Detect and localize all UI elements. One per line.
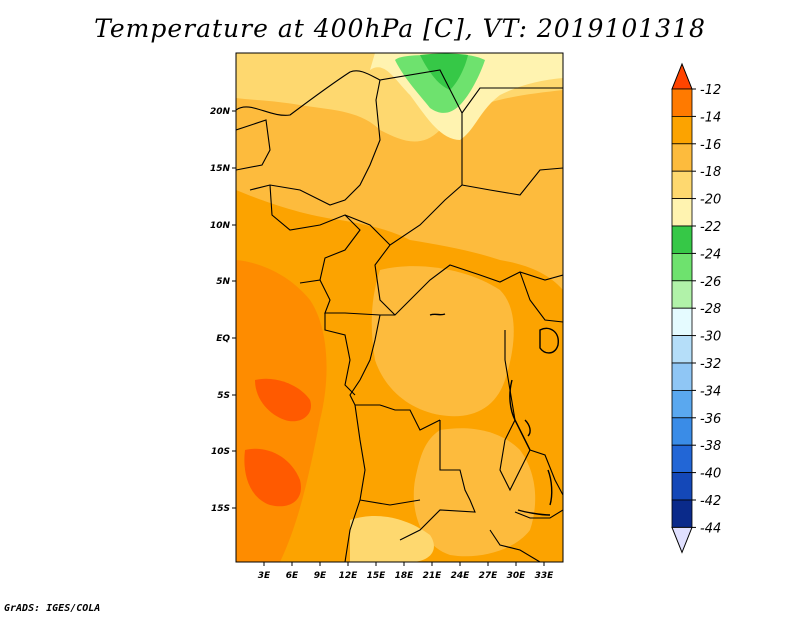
lon-label: 3E xyxy=(258,571,271,581)
border-zimbabwe xyxy=(489,529,541,562)
field-hot-patch-2 xyxy=(244,448,301,507)
map-frame xyxy=(235,52,564,563)
border-drc-east xyxy=(499,330,531,492)
colorbar-swatch xyxy=(671,225,693,254)
chart-title: Temperature at 400hPa [C], VT: 201910131… xyxy=(94,14,706,43)
colorbar-label: -22 xyxy=(700,220,721,235)
lon-label: 12E xyxy=(339,571,359,581)
lat-label: EQ xyxy=(216,334,230,344)
colorbar-label: -40 xyxy=(700,467,721,482)
border-south-sudan-uganda xyxy=(519,271,563,323)
border-west xyxy=(236,119,271,171)
border-egypt-libya xyxy=(461,87,563,114)
colorbar-top-triangle xyxy=(671,62,693,90)
longitude-axis: 3E 6E 9E 12E 15E 18E 21E 24E 27E 30E 33E xyxy=(258,562,554,581)
colorbar-swatch xyxy=(671,252,693,282)
lake-tumba xyxy=(429,313,446,316)
border-sudan xyxy=(461,167,563,196)
lon-label: 21E xyxy=(423,571,443,581)
colorbar-label: -36 xyxy=(700,412,721,427)
border-namibia xyxy=(359,499,421,506)
colorbar-label: -34 xyxy=(700,384,721,399)
lon-label: 24E xyxy=(451,571,471,581)
field-south-lighter xyxy=(413,428,536,557)
border-car xyxy=(319,264,563,316)
colorbar-label: -42 xyxy=(700,494,721,509)
colorbar-label: -16 xyxy=(700,138,721,153)
colorbar-label: -32 xyxy=(700,357,721,372)
field-green-dark xyxy=(420,53,468,90)
lake-victoria xyxy=(539,327,559,354)
border-angola-east xyxy=(399,420,476,541)
lon-label: 15E xyxy=(367,571,387,581)
colorbar-label: -28 xyxy=(700,302,721,317)
colorbar-label: -12 xyxy=(700,83,721,98)
lakes xyxy=(429,313,559,516)
colorbar-swatch xyxy=(671,198,693,227)
colorbar-swatch xyxy=(671,444,693,474)
border-tanzania xyxy=(529,449,563,496)
temperature-field xyxy=(236,53,563,562)
colorbar-swatch xyxy=(671,170,693,199)
colorbar-label: -20 xyxy=(700,193,721,208)
lake-mweru xyxy=(524,419,531,437)
colorbar-swatch xyxy=(671,116,693,145)
colorbar: -12 -14 -16 -18 -20 -22 -24 -26 -28 -30 -32 -34 -36 -… xyxy=(671,62,721,554)
lat-label: 5N xyxy=(216,277,230,287)
colorbar-swatch xyxy=(671,472,693,501)
colorbar-label: -44 xyxy=(700,521,721,536)
lat-label: 10N xyxy=(210,221,231,231)
lat-label: 20N xyxy=(210,107,231,117)
colorbar-swatch xyxy=(671,280,693,309)
lon-label: 9E xyxy=(314,571,327,581)
latitude-axis: 20N 15N 10N 5N EQ 5S 10S 15S xyxy=(210,107,236,514)
colorbar-label: -38 xyxy=(700,439,721,454)
colorbar-label: -30 xyxy=(700,330,721,345)
colorbar-swatch xyxy=(671,362,693,391)
colorbar-swatch xyxy=(671,389,693,419)
colorbar-label: -26 xyxy=(700,275,721,290)
colorbar-swatch xyxy=(671,307,693,337)
lon-label: 18E xyxy=(395,571,415,581)
colorbar-swatch xyxy=(671,88,693,117)
border-nigeria xyxy=(269,184,361,284)
field-hot-patch-1 xyxy=(255,378,311,422)
border-niger-nigeria xyxy=(249,79,381,206)
grads-credit: GrADS: IGES/COLA xyxy=(4,603,101,614)
field-east-orange xyxy=(515,330,563,470)
lat-label: 5S xyxy=(217,391,230,401)
colorbar-swatch xyxy=(671,417,693,446)
colorbar-swatch xyxy=(671,499,693,528)
lon-label: 6E xyxy=(286,571,299,581)
colorbar-label: -14 xyxy=(700,110,721,125)
lake-tanganyika xyxy=(509,379,531,451)
lat-label: 15N xyxy=(210,164,231,174)
border-gabon-congo xyxy=(324,313,356,396)
border-chad-niger xyxy=(236,69,463,316)
lake-kariba xyxy=(517,509,551,516)
colorbar-swatch xyxy=(671,335,693,364)
lon-label: 27E xyxy=(479,571,499,581)
field-congo-lighter xyxy=(371,266,514,417)
colorbar-label: -24 xyxy=(700,247,721,262)
lat-label: 15S xyxy=(211,504,230,514)
lat-label: 10S xyxy=(211,447,230,457)
border-zambia-south xyxy=(514,509,563,519)
colorbar-swatch xyxy=(671,143,693,172)
lon-label: 30E xyxy=(507,571,527,581)
border-cameroon-north xyxy=(344,214,391,246)
lon-label: 33E xyxy=(535,571,555,581)
border-angola-west xyxy=(344,404,366,562)
colorbar-label: -18 xyxy=(700,165,721,180)
country-borders xyxy=(236,69,563,562)
colorbar-bottom-triangle xyxy=(671,526,693,554)
field-southwest-pale xyxy=(350,515,434,562)
lake-malawi xyxy=(547,469,553,506)
